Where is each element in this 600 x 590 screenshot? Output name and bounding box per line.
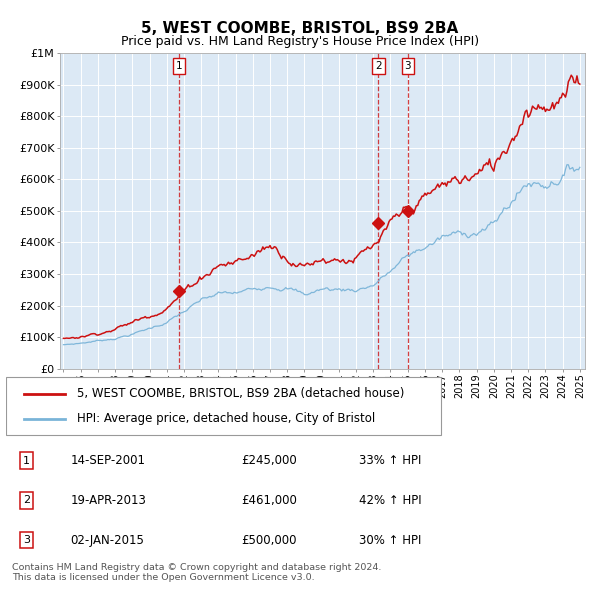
FancyBboxPatch shape bbox=[6, 377, 441, 435]
Text: £245,000: £245,000 bbox=[241, 454, 297, 467]
Text: 42% ↑ HPI: 42% ↑ HPI bbox=[359, 494, 421, 507]
Text: 30% ↑ HPI: 30% ↑ HPI bbox=[359, 533, 421, 546]
Text: £461,000: £461,000 bbox=[241, 494, 297, 507]
Text: HPI: Average price, detached house, City of Bristol: HPI: Average price, detached house, City… bbox=[77, 412, 375, 425]
Text: Contains HM Land Registry data © Crown copyright and database right 2024.
This d: Contains HM Land Registry data © Crown c… bbox=[12, 563, 381, 582]
Text: 02-JAN-2015: 02-JAN-2015 bbox=[71, 533, 145, 546]
Text: 14-SEP-2001: 14-SEP-2001 bbox=[71, 454, 146, 467]
Text: £500,000: £500,000 bbox=[241, 533, 297, 546]
Text: 3: 3 bbox=[404, 61, 411, 71]
Text: 19-APR-2013: 19-APR-2013 bbox=[71, 494, 146, 507]
Text: 1: 1 bbox=[23, 455, 30, 466]
Text: 33% ↑ HPI: 33% ↑ HPI bbox=[359, 454, 421, 467]
Text: Price paid vs. HM Land Registry's House Price Index (HPI): Price paid vs. HM Land Registry's House … bbox=[121, 35, 479, 48]
Text: 1: 1 bbox=[176, 61, 182, 71]
Text: 5, WEST COOMBE, BRISTOL, BS9 2BA: 5, WEST COOMBE, BRISTOL, BS9 2BA bbox=[142, 21, 458, 35]
Text: 2: 2 bbox=[375, 61, 382, 71]
Text: 5, WEST COOMBE, BRISTOL, BS9 2BA (detached house): 5, WEST COOMBE, BRISTOL, BS9 2BA (detach… bbox=[77, 387, 404, 400]
Text: 3: 3 bbox=[23, 535, 30, 545]
Text: 2: 2 bbox=[23, 496, 30, 505]
